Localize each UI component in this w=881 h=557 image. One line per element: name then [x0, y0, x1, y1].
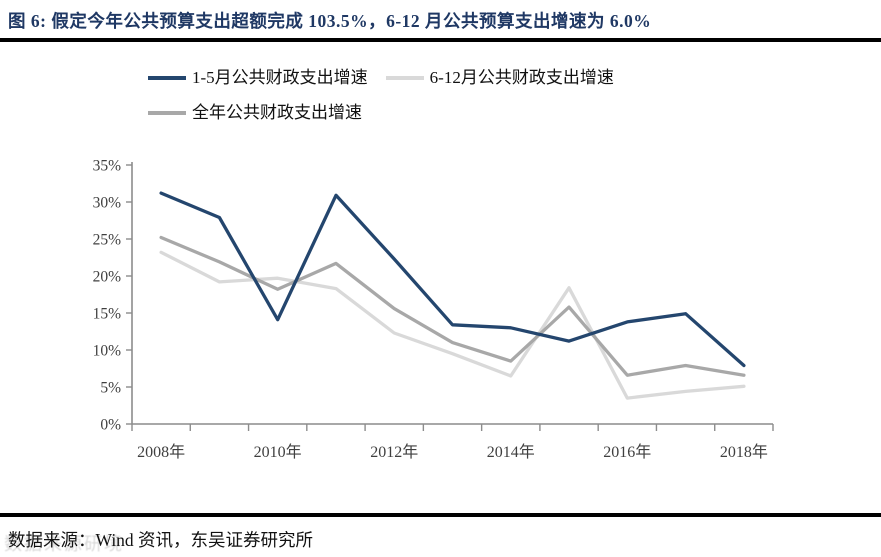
source-watermark: 数据来源研境 — [4, 534, 124, 554]
figure-title: 图 6: 假定今年公共预算支出超额完成 103.5%，6-12 月公共预算支出增… — [8, 11, 652, 31]
series-line-全年公共财政支出增速 — [159, 235, 746, 377]
y-tick-label: 15% — [93, 306, 122, 323]
legend-item: 全年公共财政支出增速 — [148, 95, 362, 130]
x-tick-label: 2010年 — [254, 443, 302, 461]
legend-line-marker — [385, 75, 424, 80]
legend-line-marker — [148, 110, 186, 115]
legend-item: 6-12月公共财政支出增速 — [385, 60, 614, 95]
series-line-1-5月公共财政支出增速 — [159, 191, 746, 368]
legend-label: 全年公共财政支出增速 — [192, 103, 362, 122]
x-tick-label: 2008年 — [137, 443, 185, 461]
footer-divider — [0, 513, 881, 517]
footer: 数据来源研境 数据来源：Wind 资讯，东吴证券研究所 — [4, 527, 868, 554]
data-source-text: 数据来源：Wind 资讯，东吴证券研究所 — [8, 530, 314, 550]
x-tick-label: 2014年 — [487, 443, 535, 461]
y-tick-label: 10% — [93, 343, 122, 360]
y-tick-label: 20% — [93, 269, 122, 286]
y-tick-label: 25% — [93, 232, 122, 249]
legend-label: 1-5月公共财政支出增速 — [192, 68, 368, 87]
x-tick-label: 2018年 — [720, 443, 768, 461]
y-tick-label: 5% — [100, 380, 121, 397]
legend-item: 1-5月公共财政支出增速 — [148, 60, 368, 95]
x-tick-label: 2012年 — [370, 443, 418, 461]
y-tick-label: 30% — [93, 195, 122, 212]
y-tick-label: 35% — [93, 158, 122, 175]
chart-legend: 1-5月公共财政支出增速 6-12月公共财政支出增速全年公共财政支出增速 — [148, 60, 788, 130]
title-divider — [0, 38, 881, 42]
legend-label: 6-12月公共财政支出增速 — [429, 68, 614, 87]
legend-line-marker — [148, 75, 186, 80]
y-tick-label: 0% — [100, 417, 121, 434]
x-tick-label: 2016年 — [603, 443, 651, 461]
